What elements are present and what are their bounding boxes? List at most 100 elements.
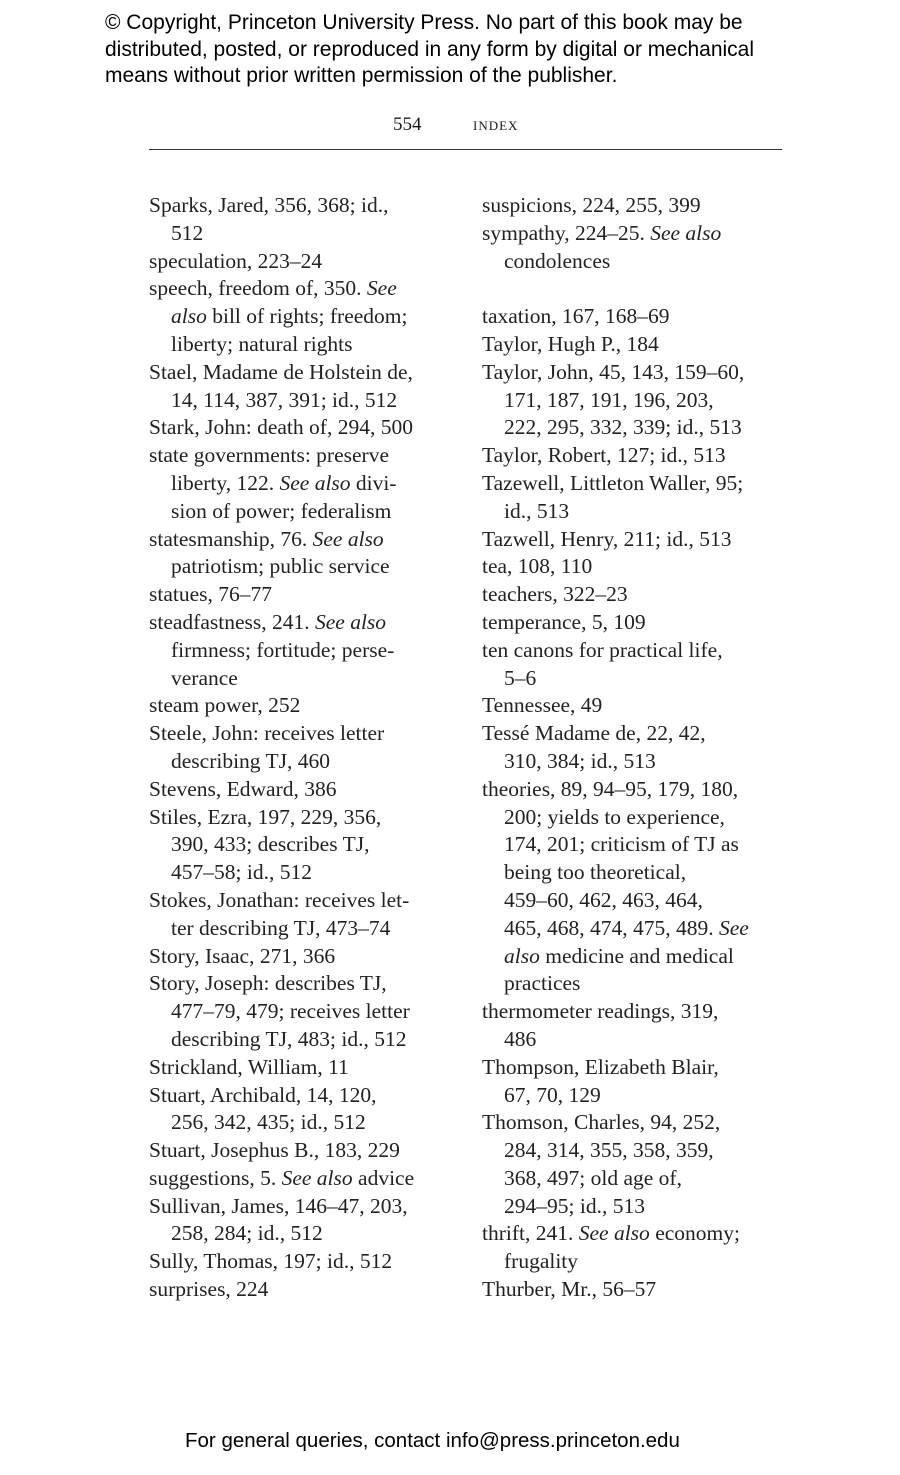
entry-text: 171, 187, 191, 196, 203, xyxy=(504,387,714,412)
see-also-italic: See also xyxy=(315,609,387,634)
entry-text: suggestions, 5. xyxy=(149,1165,282,1190)
entry-text: Tazwell, Henry, 211; id., 513 xyxy=(482,526,732,551)
index-entry: Thurber, Mr., 56–57 xyxy=(482,1276,802,1304)
entry-text: temperance, 5, 109 xyxy=(482,609,646,634)
entry-text: Thomson, Charles, 94, 252, xyxy=(482,1110,721,1135)
entry-text: liberty; natural rights xyxy=(171,331,353,356)
entry-text: taxation, 167, 168–69 xyxy=(482,304,670,329)
entry-continuation-line: 222, 295, 332, 339; id., 513 xyxy=(482,414,802,442)
entry-text: 368, 497; old age of, xyxy=(504,1165,682,1190)
entry-continuation-line: firmness; fortitude; perse- xyxy=(149,637,469,665)
see-also-italic: See also xyxy=(650,220,722,245)
entry-heading-line: Steele, John: receives letter xyxy=(149,720,469,748)
index-entry: Taylor, Robert, 127; id., 513 xyxy=(482,442,802,470)
entry-heading-line: surprises, 224 xyxy=(149,1276,469,1304)
entry-text: state governments: preserve xyxy=(149,443,389,468)
entry-text: steam power, 252 xyxy=(149,693,301,718)
entry-text: Taylor, John, 45, 143, 159–60, xyxy=(482,359,745,384)
entry-continuation-line: 174, 201; criticism of TJ as xyxy=(482,831,802,859)
entry-heading-line: Taylor, Robert, 127; id., 513 xyxy=(482,442,802,470)
entry-text: id., 513 xyxy=(504,498,570,523)
entry-text: 222, 295, 332, 339; id., 513 xyxy=(504,415,742,440)
header-rule xyxy=(149,149,782,150)
entry-text: firmness; fortitude; perse- xyxy=(171,637,395,662)
entry-text: sion of power; federalism xyxy=(171,498,392,523)
entry-heading-line: Taylor, John, 45, 143, 159–60, xyxy=(482,359,802,387)
entry-continuation-line: being too theoretical, xyxy=(482,859,802,887)
entry-heading-line: statesmanship, 76. See also xyxy=(149,526,469,554)
entry-continuation-line: 200; yields to experience, xyxy=(482,804,802,832)
entry-text: 390, 433; describes TJ, xyxy=(171,832,370,857)
entry-text: suspicions, 224, 255, 399 xyxy=(482,193,701,217)
entry-continuation-line: 258, 284; id., 512 xyxy=(149,1220,469,1248)
index-entry: Tessé Madame de, 22, 42, 310, 384; id., 5… xyxy=(482,720,802,776)
entry-text: 174, 201; criticism of TJ as xyxy=(504,832,739,857)
entry-continuation-line: 457–58; id., 512 xyxy=(149,859,469,887)
index-entry: Tennessee, 49 xyxy=(482,692,802,720)
notice-line: means without prior written permission o… xyxy=(105,64,618,87)
entry-heading-line: Stevens, Edward, 386 xyxy=(149,776,469,804)
index-entry: Stuart, Archibald, 14, 120, 256, 342, 435… xyxy=(149,1082,469,1138)
entry-continuation-line: 459–60, 462, 463, 464, xyxy=(482,887,802,915)
index-entry: statues, 76–77 xyxy=(149,581,469,609)
entry-continuation-line: practices xyxy=(482,970,802,998)
entry-text: statesmanship, 76. xyxy=(149,526,313,551)
entry-text: steadfastness, 241. xyxy=(149,609,315,634)
index-entry: Stark, John: death of, 294, 500 xyxy=(149,414,469,442)
entry-text: medicine and medical xyxy=(539,943,734,968)
entry-text: practices xyxy=(504,971,581,996)
entry-heading-line: Stael, Madame de Holstein de, xyxy=(149,359,469,387)
entry-text: speech, freedom of, 350. xyxy=(149,276,367,301)
entry-continuation-line: 310, 384; id., 513 xyxy=(482,748,802,776)
entry-text: Taylor, Robert, 127; id., 513 xyxy=(482,443,726,468)
entry-text: condolences xyxy=(504,248,611,273)
entry-heading-line: steam power, 252 xyxy=(149,692,469,720)
index-entry: Sparks, Jared, 356, 368; id., 512 xyxy=(149,192,469,248)
entry-heading-line: temperance, 5, 109 xyxy=(482,609,802,637)
entry-continuation-line: 67, 70, 129 xyxy=(482,1082,802,1110)
entry-text: 67, 70, 129 xyxy=(504,1082,601,1107)
entry-text: bill of rights; freedom; xyxy=(206,304,408,329)
entry-continuation-line: describing TJ, 483; id., 512 xyxy=(149,1026,469,1054)
entry-text: describing TJ, 483; id., 512 xyxy=(171,1026,407,1051)
entry-continuation-line: verance xyxy=(149,665,469,693)
entry-text: 477–79, 479; receives letter xyxy=(171,999,410,1024)
copyright-notice: © Copyright, Princeton University Press.… xyxy=(105,10,805,90)
entry-text: 459–60, 462, 463, 464, xyxy=(504,887,703,912)
entry-heading-line: Thurber, Mr., 56–57 xyxy=(482,1276,802,1304)
entry-continuation-line: liberty, 122. See also divi- xyxy=(149,470,469,498)
entry-heading-line: sympathy, 224–25. See also xyxy=(482,220,802,248)
entry-text: Steele, John: receives letter xyxy=(149,721,385,746)
entry-text: 465, 468, 474, 475, 489. xyxy=(504,915,719,940)
entry-continuation-line: 294–95; id., 513 xyxy=(482,1193,802,1221)
index-entry: steam power, 252 xyxy=(149,692,469,720)
see-also-italic: also xyxy=(504,943,540,968)
entry-text: 200; yields to experience, xyxy=(504,804,725,829)
see-also-italic: See also xyxy=(578,1221,650,1246)
index-entry: Taylor, John, 45, 143, 159–60, 171, 187, … xyxy=(482,359,802,442)
index-entry: Thomson, Charles, 94, 252, 284, 314, 355,… xyxy=(482,1109,802,1220)
see-also-italic: See also xyxy=(281,1165,353,1190)
entry-text: Stiles, Ezra, 197, 229, 356, xyxy=(149,804,382,829)
entry-text: Stevens, Edward, 386 xyxy=(149,776,337,801)
entry-text: 256, 342, 435; id., 512 xyxy=(171,1110,366,1135)
entry-text: Stark, John: death of, 294, 500 xyxy=(149,415,413,440)
index-entry: theories, 89, 94–95, 179, 180, 200; yield… xyxy=(482,776,802,998)
entry-text: 310, 384; id., 513 xyxy=(504,748,656,773)
entry-text: 14, 114, 387, 391; id., 512 xyxy=(171,387,398,412)
entry-text: describing TJ, 460 xyxy=(171,748,331,773)
index-entry: Tazewell, Littleton Waller, 95; id., 513 xyxy=(482,470,802,526)
index-entry: tea, 108, 110 xyxy=(482,553,802,581)
index-entry: Stiles, Ezra, 197, 229, 356, 390, 433; de… xyxy=(149,804,469,887)
index-entry: Stevens, Edward, 386 xyxy=(149,776,469,804)
index-entry: sympathy, 224–25. See also condolences xyxy=(482,220,802,276)
notice-line: distributed, posted, or reproduced in an… xyxy=(105,37,755,61)
index-entry: Stuart, Josephus B., 183, 229 xyxy=(149,1137,469,1165)
index-column-left: Sparks, Jared, 356, 368; id., 512 speculat… xyxy=(149,192,469,1304)
entry-heading-line: Tazwell, Henry, 211; id., 513 xyxy=(482,526,802,554)
index-column-right: suspicions, 224, 255, 399 sympathy, 224–2… xyxy=(482,192,802,1304)
entry-continuation-line: 512 xyxy=(149,220,469,248)
footer-contact: For general queries, contact info@press.… xyxy=(185,1429,680,1452)
entry-text: liberty, 122. xyxy=(171,470,280,495)
entry-heading-line: Stuart, Josephus B., 183, 229 xyxy=(149,1137,469,1165)
